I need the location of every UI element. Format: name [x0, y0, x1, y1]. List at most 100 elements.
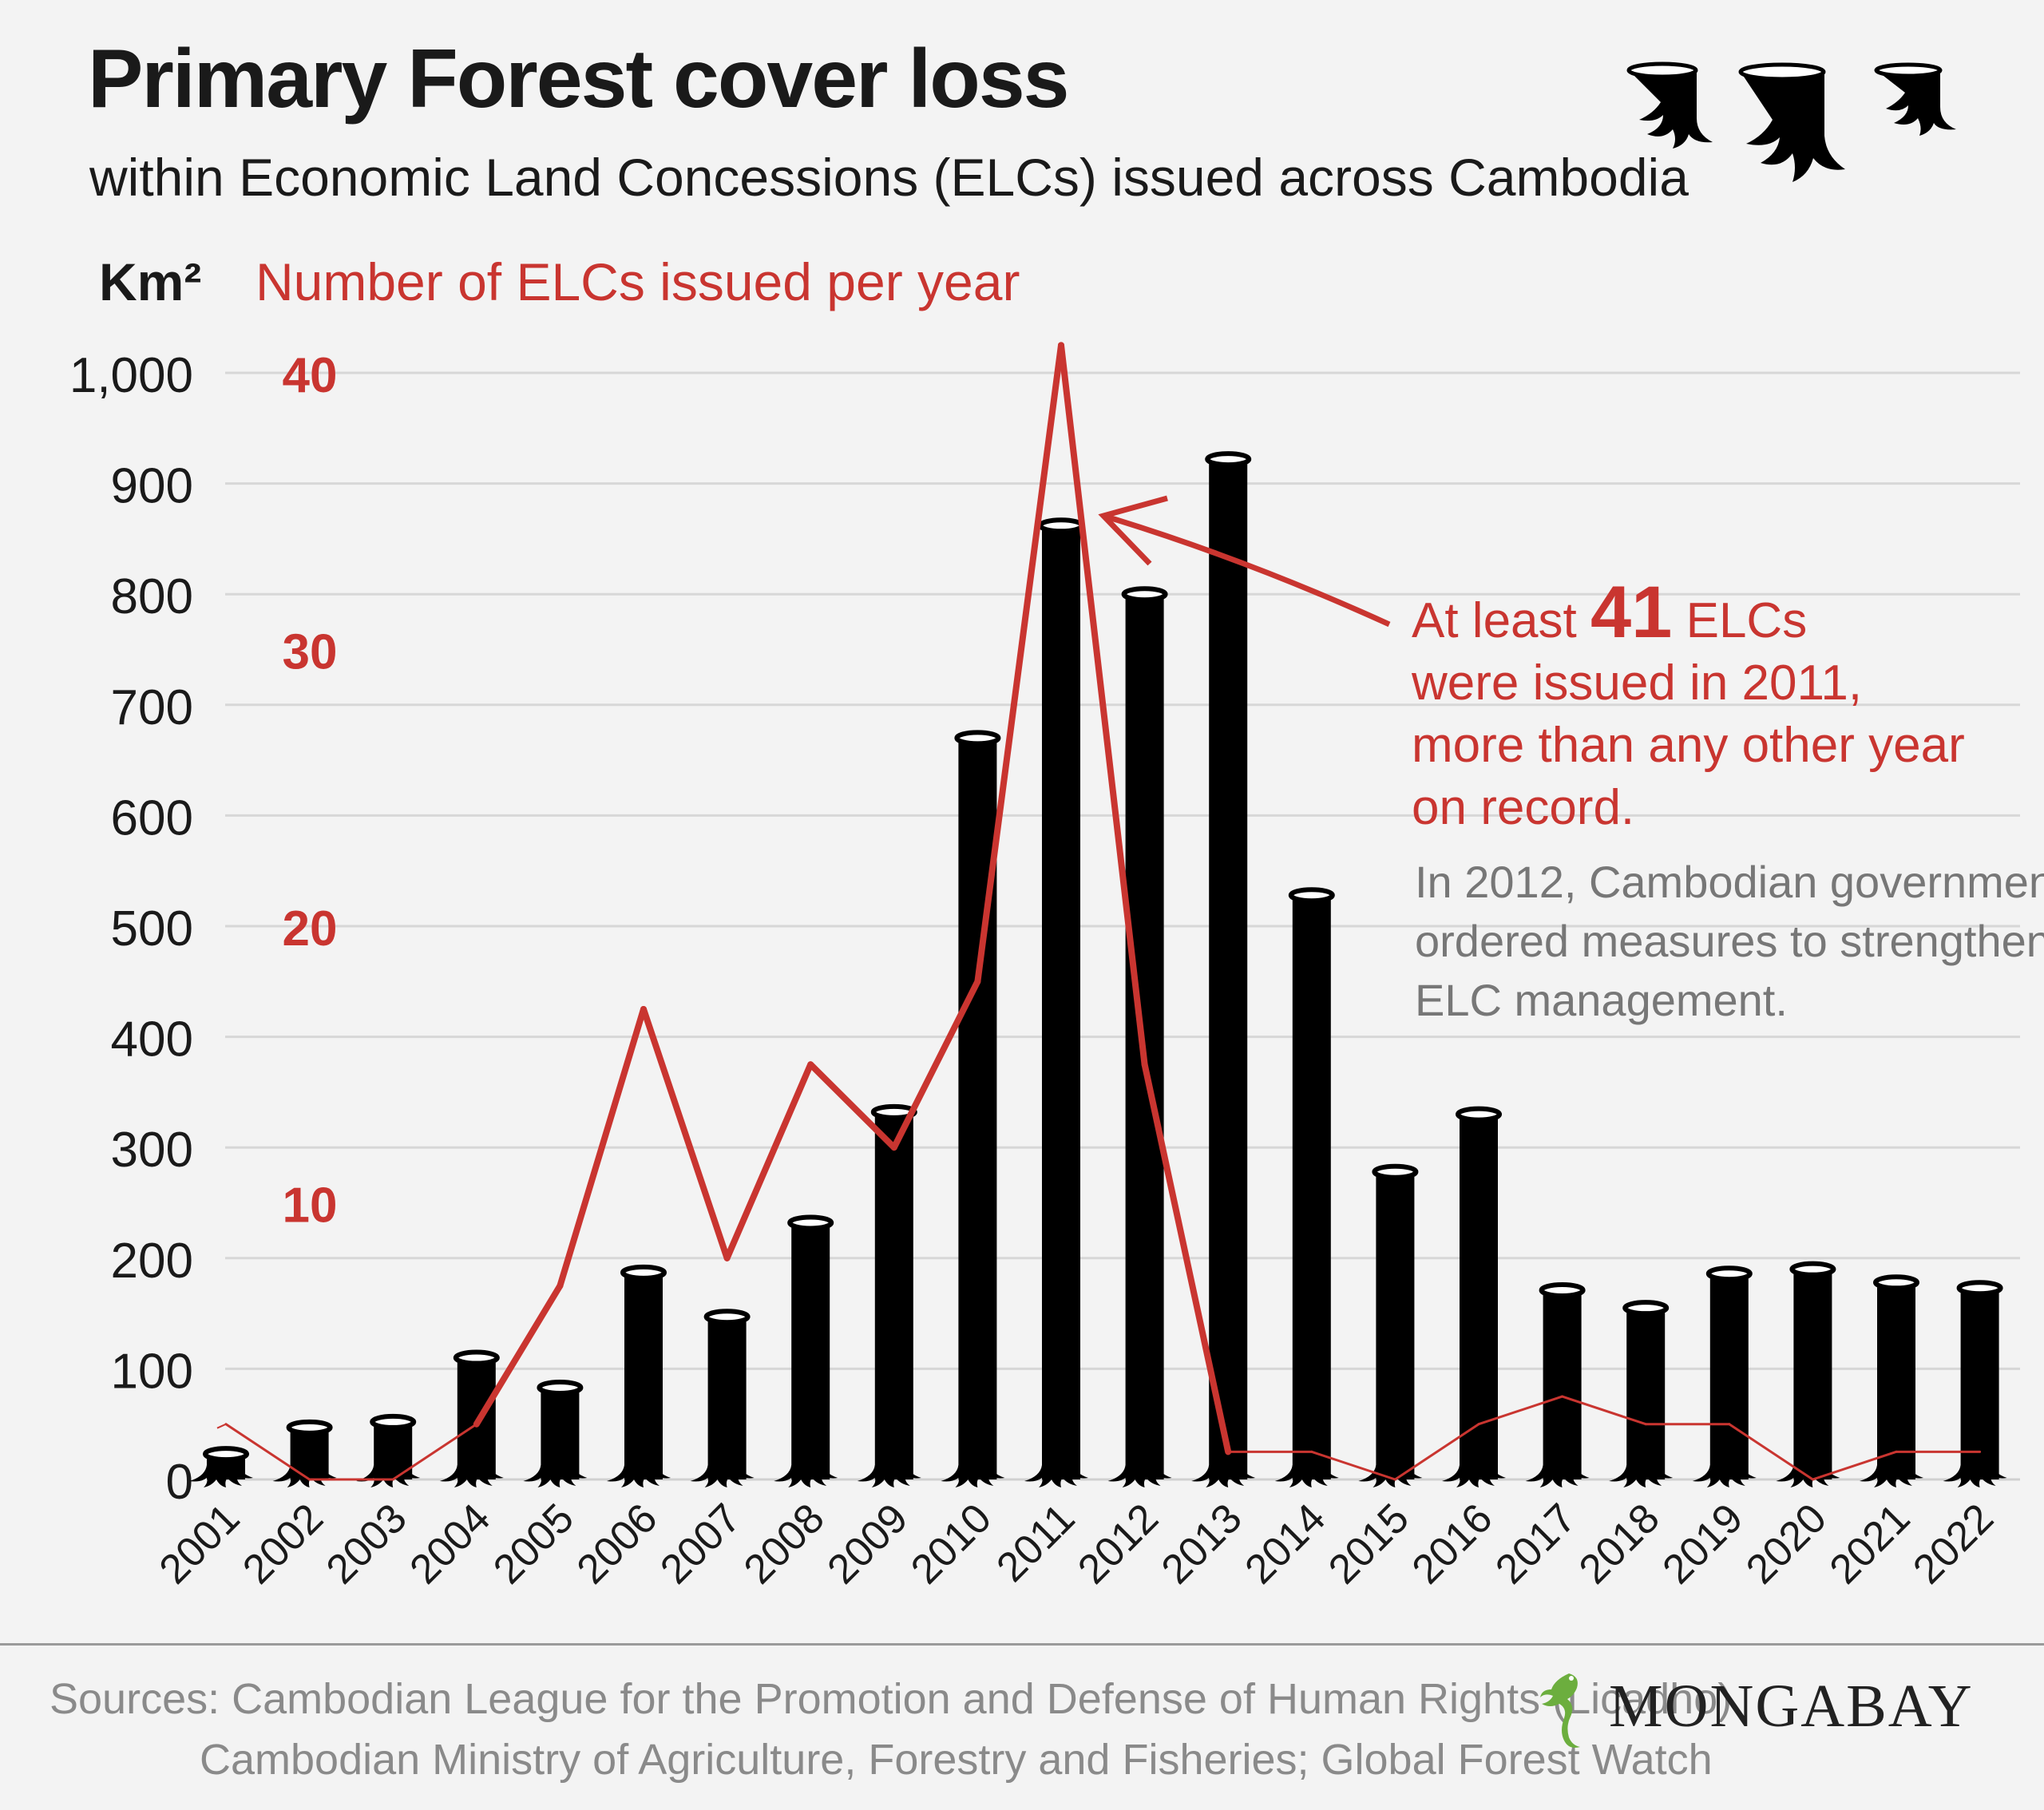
- x-tick-label: 2014: [1236, 1495, 1334, 1593]
- x-tick-label: 2022: [1904, 1495, 2002, 1593]
- bar-top: [203, 1446, 249, 1463]
- bar-stump: [1776, 1261, 1840, 1487]
- x-tick-label: 2010: [902, 1495, 1000, 1593]
- line-segment: [224, 1423, 311, 1481]
- elc-line: [216, 342, 1982, 1481]
- x-tick-label: 2020: [1737, 1495, 1836, 1593]
- bar-top: [1372, 1163, 1419, 1180]
- bar: [1376, 1171, 1415, 1479]
- gecko-logo-icon: [1540, 1673, 1580, 1748]
- bar-top: [787, 1214, 834, 1231]
- bar-stump: [1692, 1265, 1757, 1487]
- line-segment: [1477, 1395, 1564, 1426]
- annotation-arrow-shaft: [1102, 513, 1391, 628]
- sources-line2: Cambodian Ministry of Agriculture, Fores…: [200, 1736, 1713, 1784]
- bar-top: [286, 1419, 333, 1436]
- bar-roots: [1442, 1462, 1506, 1487]
- bar-top: [370, 1413, 417, 1430]
- annotation-line4: on record.: [1412, 780, 1635, 835]
- chart-title: Primary Forest cover loss: [88, 33, 1070, 125]
- y-tick-label: 600: [111, 790, 193, 846]
- line-segment: [473, 1282, 564, 1428]
- bar-roots: [1692, 1462, 1757, 1487]
- annotation-post: ELCs: [1686, 593, 1808, 648]
- bar-stump: [1943, 1280, 2007, 1487]
- y-tick-label: 1,000: [69, 348, 193, 403]
- x-tick-label: 2007: [652, 1495, 750, 1593]
- bar: [1209, 459, 1248, 1480]
- bar: [1877, 1282, 1915, 1479]
- bar-top: [537, 1379, 584, 1396]
- bar-stump: [439, 1349, 504, 1487]
- line-segment: [890, 978, 981, 1151]
- annotation-line3: more than any other year: [1412, 718, 1965, 773]
- bar-roots: [1525, 1462, 1590, 1487]
- y-tick-label: 300: [111, 1123, 193, 1178]
- x-tick-label: 2015: [1320, 1495, 1418, 1593]
- line-segment: [1058, 342, 1148, 1068]
- bar: [1042, 525, 1080, 1479]
- bar-stump: [1609, 1300, 1674, 1487]
- y-tick-label: 700: [111, 680, 193, 735]
- bar-top: [954, 730, 1001, 747]
- bar-stump: [523, 1379, 588, 1487]
- bar-roots: [1609, 1462, 1674, 1487]
- gridlines: [225, 371, 2020, 1481]
- bar-roots: [1943, 1462, 2007, 1487]
- x-tick-label: 2004: [401, 1495, 499, 1593]
- bar: [1960, 1288, 1999, 1479]
- bar-top: [1288, 887, 1335, 904]
- y2-axis-label: Number of ELCs issued per year: [256, 252, 1020, 311]
- bar-stump: [774, 1214, 838, 1487]
- x-tick-label: 2013: [1153, 1495, 1251, 1593]
- bar-top: [703, 1309, 751, 1325]
- bar-roots: [690, 1462, 755, 1487]
- x-tick-label: 2019: [1654, 1495, 1752, 1593]
- y-axis-ticks: 0 100 200 300 400 500 600 700 800 900 1,000: [69, 348, 193, 1510]
- line-lead: [216, 1423, 227, 1429]
- x-tick-label: 2005: [485, 1495, 583, 1593]
- bar-stump: [356, 1413, 421, 1487]
- line-segment: [557, 1005, 647, 1289]
- x-tick-label: 2003: [318, 1495, 416, 1593]
- bar-roots: [523, 1462, 588, 1487]
- x-tick-label: 2012: [1069, 1495, 1167, 1593]
- x-tick-label: 2002: [234, 1495, 332, 1593]
- line-segment: [391, 1423, 478, 1481]
- bar: [1460, 1114, 1498, 1479]
- bar: [791, 1222, 830, 1479]
- bar-stump: [1191, 451, 1256, 1487]
- y-tick-label: 200: [111, 1234, 193, 1289]
- line-segment: [1393, 1423, 1480, 1481]
- bar: [1543, 1289, 1582, 1479]
- line-segment: [1728, 1423, 1814, 1481]
- y-tick-label: 900: [111, 459, 193, 514]
- x-tick-label: 2021: [1821, 1495, 1919, 1593]
- bar-roots: [1860, 1462, 1923, 1487]
- x-tick-label: 2016: [1404, 1495, 1502, 1593]
- bar-top: [1956, 1280, 2003, 1297]
- bar: [707, 1317, 747, 1479]
- bar-top: [620, 1264, 667, 1281]
- sources-line1: Sources: Cambodian League for the Promot…: [50, 1675, 1733, 1723]
- bar-stump: [189, 1446, 253, 1487]
- line-segment: [640, 1005, 731, 1261]
- bar-roots: [607, 1462, 671, 1487]
- annotation-number: 41: [1590, 572, 1673, 653]
- note-line1: In 2012, Cambodian government: [1415, 857, 2044, 907]
- sources: Sources: Cambodian League for the Promot…: [50, 1669, 1732, 1790]
- bar-top: [1205, 451, 1252, 468]
- bar-top: [1622, 1300, 1670, 1317]
- bars: [189, 451, 2007, 1487]
- bar-roots: [1024, 1462, 1088, 1487]
- bar-top: [1705, 1265, 1753, 1282]
- bar-stump: [690, 1309, 755, 1487]
- line-segment: [1811, 1450, 1898, 1481]
- line-segment: [723, 1061, 814, 1261]
- mongabay-logo[interactable]: MONGABAY: [1525, 1667, 2020, 1755]
- x-tick-label: 2008: [735, 1495, 834, 1593]
- bar-roots: [272, 1462, 337, 1487]
- bar-roots: [1107, 1462, 1172, 1487]
- logo-text: MONGABAY: [1609, 1673, 1974, 1740]
- annotation-arrow: [1098, 495, 1391, 628]
